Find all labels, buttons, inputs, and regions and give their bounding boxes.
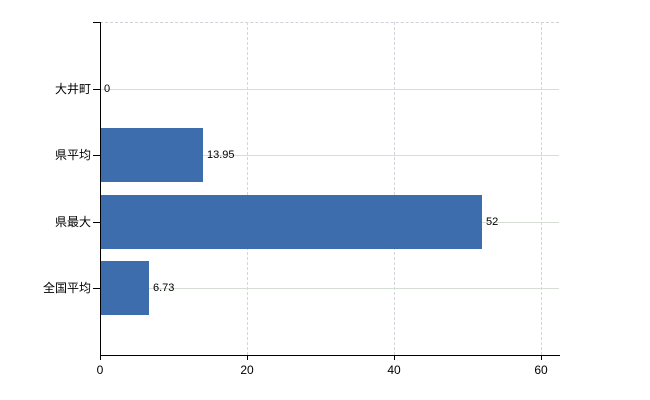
x-axis-line xyxy=(100,355,560,356)
x-axis-tick xyxy=(541,355,542,360)
horizontal-gridline xyxy=(100,155,559,156)
x-axis-tick xyxy=(394,355,395,360)
x-axis-tick-label: 40 xyxy=(387,363,401,377)
plot-top-border xyxy=(100,22,559,23)
y-axis-line xyxy=(100,22,101,355)
vertical-gridline xyxy=(541,22,542,355)
category-label: 県最大 xyxy=(54,215,91,229)
category-label: 大井町 xyxy=(54,82,91,96)
bar xyxy=(100,128,203,182)
value-label: 0 xyxy=(104,83,111,95)
x-axis-tick xyxy=(247,355,248,360)
x-axis-tick-label: 60 xyxy=(534,363,548,377)
vertical-gridline xyxy=(394,22,395,355)
horizontal-gridline xyxy=(100,288,559,289)
category-label: 全国平均 xyxy=(42,281,91,295)
bar xyxy=(100,195,482,249)
y-axis-tick xyxy=(93,89,100,90)
value-label: 6.73 xyxy=(153,282,175,294)
y-axis-tick xyxy=(93,155,100,156)
value-label: 13.95 xyxy=(207,149,235,161)
bar xyxy=(100,261,149,315)
y-axis-tick xyxy=(93,288,100,289)
x-axis-tick-label: 20 xyxy=(240,363,254,377)
vertical-gridline xyxy=(247,22,248,355)
category-label: 県平均 xyxy=(54,148,91,162)
y-axis-top-tick xyxy=(93,22,100,23)
horizontal-gridline xyxy=(100,89,559,90)
x-axis-tick xyxy=(100,355,101,360)
x-axis-tick-label: 0 xyxy=(96,363,104,377)
y-axis-tick xyxy=(93,222,100,223)
value-label: 52 xyxy=(486,216,499,228)
